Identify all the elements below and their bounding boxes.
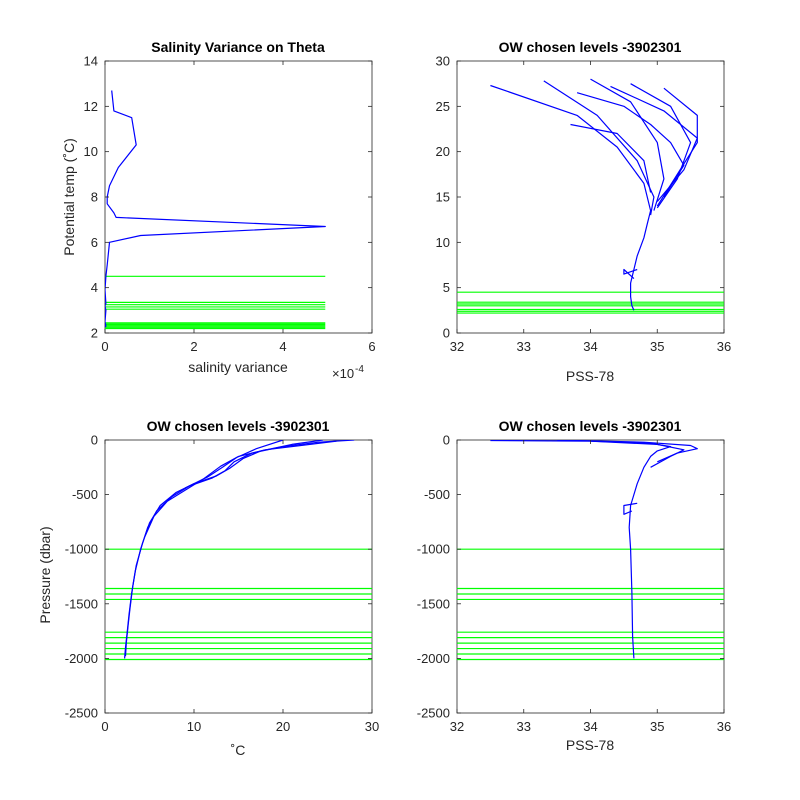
x-tick-label: 20 xyxy=(276,719,290,734)
y-tick-label: -2000 xyxy=(65,651,98,666)
y-axis-label: Potential temp (˚C) xyxy=(61,138,77,255)
x-tick-label: 6 xyxy=(368,339,375,354)
x-axis-label: ˚C xyxy=(231,742,246,758)
x-tick-label: 2 xyxy=(190,339,197,354)
chart-title: Salinity Variance on Theta xyxy=(151,39,325,55)
y-tick-label: -1000 xyxy=(65,542,98,557)
y-axis-label: Pressure (dbar) xyxy=(37,526,53,623)
x-tick-label: 0 xyxy=(101,719,108,734)
y-tick-label: -500 xyxy=(424,487,450,502)
y-tick-label: -1500 xyxy=(417,596,450,611)
y-tick-label: 12 xyxy=(84,99,98,114)
profile-line xyxy=(630,83,692,209)
y-tick-label: 5 xyxy=(443,280,450,295)
profile-line xyxy=(124,440,324,657)
x-tick-label: 30 xyxy=(365,719,379,734)
y-tick-label: -1500 xyxy=(65,596,98,611)
x-axis-exponent-power: -4 xyxy=(355,364,364,375)
y-tick-label: -500 xyxy=(72,487,98,502)
profile-line xyxy=(576,92,685,198)
y-tick-label: 14 xyxy=(84,54,98,69)
x-tick-label: 0 xyxy=(101,339,108,354)
y-tick-label: -2500 xyxy=(65,706,98,721)
x-tick-label: 34 xyxy=(583,719,597,734)
profile-line xyxy=(184,440,284,489)
panel-salinity-variance: Salinity Variance on Theta salinity vari… xyxy=(61,39,376,381)
plot-content xyxy=(457,78,724,314)
plot-area xyxy=(456,60,725,334)
plot-content xyxy=(457,440,724,661)
y-tick-label: -1000 xyxy=(417,542,450,557)
profile-line xyxy=(570,123,652,193)
y-tick-label: 20 xyxy=(436,144,450,159)
x-axis-exponent: ×10 xyxy=(332,366,354,381)
y-tick-label: 0 xyxy=(443,433,450,448)
plot-content xyxy=(105,440,372,661)
y-tick-label: 30 xyxy=(436,54,450,69)
panel-ow-levels-salinity-theta: OW chosen levels -3902301 PSS-78 32 33 34 3… xyxy=(436,39,732,384)
x-tick-label: 33 xyxy=(517,339,531,354)
plot-area xyxy=(456,439,725,714)
y-tick-label: 15 xyxy=(436,190,450,205)
y-tick-label: 0 xyxy=(443,326,450,341)
x-tick-label: 33 xyxy=(517,719,531,734)
profile-line xyxy=(590,78,665,211)
y-tick-label: 10 xyxy=(84,144,98,159)
chart-title: OW chosen levels -3902301 xyxy=(147,418,330,434)
y-tick-label: -2500 xyxy=(417,706,450,721)
profile-line xyxy=(623,502,638,515)
y-tick-label: 6 xyxy=(91,235,98,250)
x-tick-label: 34 xyxy=(583,339,597,354)
x-tick-label: 32 xyxy=(450,339,464,354)
profile-line xyxy=(144,440,337,537)
x-axis-label: PSS-78 xyxy=(566,368,614,384)
y-tick-label: 10 xyxy=(436,235,450,250)
x-tick-label: 4 xyxy=(279,339,286,354)
profile-line xyxy=(590,440,685,468)
x-tick-label: 35 xyxy=(650,719,664,734)
x-tick-label: 36 xyxy=(717,719,731,734)
x-tick-label: 36 xyxy=(717,339,731,354)
y-tick-label: 25 xyxy=(436,99,450,114)
y-tick-label: -2000 xyxy=(417,651,450,666)
profile-line xyxy=(610,85,698,202)
x-axis-label: PSS-78 xyxy=(566,737,614,753)
plot-content xyxy=(105,90,326,330)
profile-line xyxy=(105,90,326,328)
y-tick-label: 0 xyxy=(91,433,98,448)
y-tick-label: 4 xyxy=(91,280,98,295)
plot-area xyxy=(104,439,373,714)
profile-line xyxy=(543,80,655,216)
y-tick-label: 8 xyxy=(91,190,98,205)
plot-area xyxy=(104,60,373,334)
x-axis-label: salinity variance xyxy=(188,359,288,375)
x-tick-label: 32 xyxy=(450,719,464,734)
x-tick-label: 35 xyxy=(650,339,664,354)
panel-ow-levels-salinity-pressure: OW chosen levels -3902301 PSS-78 32 33 34 3… xyxy=(417,418,731,753)
panel-ow-levels-temp-pressure: OW chosen levels -3902301 ˚C Pressure (d… xyxy=(37,418,379,758)
profile-line xyxy=(623,268,638,280)
chart-title: OW chosen levels -3902301 xyxy=(499,39,682,55)
chart-title: OW chosen levels -3902301 xyxy=(499,418,682,434)
x-tick-label: 10 xyxy=(187,719,201,734)
y-tick-label: 2 xyxy=(91,326,98,341)
profile-line xyxy=(490,84,652,311)
